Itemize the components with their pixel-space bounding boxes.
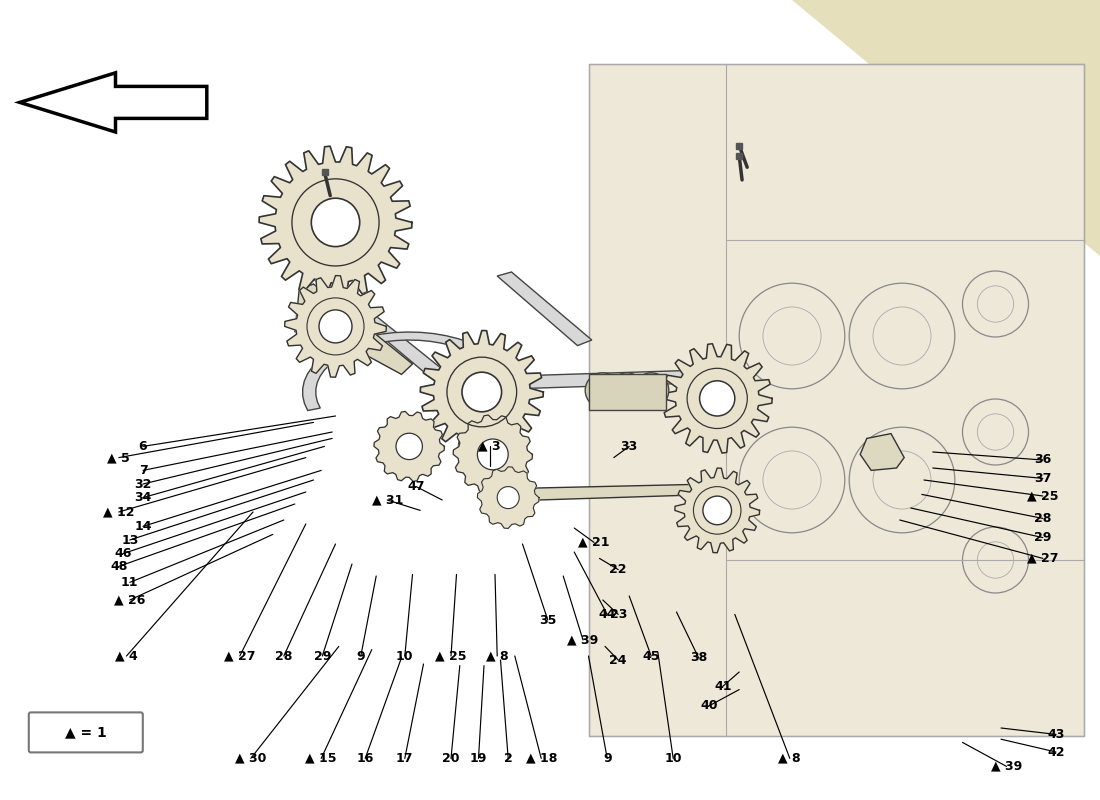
Polygon shape [860,434,904,470]
Text: 9: 9 [356,650,365,662]
Text: 42: 42 [1047,746,1065,758]
Polygon shape [526,484,713,500]
Text: 19: 19 [470,752,487,765]
Polygon shape [20,73,207,132]
Polygon shape [285,275,386,378]
Text: 11: 11 [121,576,139,589]
Text: 23: 23 [609,608,627,621]
Polygon shape [295,284,412,374]
Circle shape [462,372,502,412]
Circle shape [700,381,735,416]
Circle shape [703,496,732,525]
Text: 17: 17 [396,752,414,765]
Polygon shape [284,254,449,380]
Text: ▲ 3: ▲ 3 [478,440,500,453]
Polygon shape [497,272,592,346]
Circle shape [396,434,422,459]
Text: 28: 28 [275,650,293,662]
Text: 34: 34 [134,491,152,504]
Text: ▲ 27: ▲ 27 [1027,552,1058,565]
Text: 13: 13 [121,534,139,546]
Circle shape [497,486,519,509]
Polygon shape [374,411,444,482]
Text: ▲ 8: ▲ 8 [779,752,801,765]
Text: ▲ 8: ▲ 8 [486,650,508,662]
Text: ▲ 25: ▲ 25 [436,650,466,662]
Text: 29: 29 [1034,531,1052,544]
Text: ▲ 18: ▲ 18 [526,752,557,765]
Text: 40: 40 [701,699,718,712]
Text: 33: 33 [620,440,638,453]
Text: 41: 41 [714,680,732,693]
Polygon shape [662,344,772,453]
Circle shape [609,373,645,408]
Text: ▲ 27: ▲ 27 [224,650,255,662]
Circle shape [311,198,360,246]
Text: 37: 37 [1034,472,1052,485]
Text: 46: 46 [114,547,132,560]
Text: 7: 7 [139,464,147,477]
Polygon shape [792,0,1100,256]
Text: ▲ 5: ▲ 5 [108,451,130,464]
Polygon shape [477,467,539,528]
Text: ▲ = 1: ▲ = 1 [65,726,107,739]
Text: 38: 38 [690,651,707,664]
Polygon shape [588,64,1084,736]
Text: 32: 32 [134,478,152,490]
Text: ▲ 25: ▲ 25 [1027,490,1058,502]
Text: 24: 24 [609,654,627,666]
Text: 16: 16 [356,752,374,765]
Text: 48: 48 [110,560,128,573]
Text: 6: 6 [139,440,147,453]
Polygon shape [284,182,350,218]
Polygon shape [260,146,411,298]
FancyBboxPatch shape [29,712,143,752]
Text: ▲ 4: ▲ 4 [116,650,138,662]
Text: ▲ 12: ▲ 12 [103,506,134,518]
Polygon shape [420,330,543,454]
Text: 14: 14 [134,520,152,533]
Text: ▲ 26: ▲ 26 [114,594,145,606]
Text: 10: 10 [396,650,414,662]
Polygon shape [453,415,532,494]
Text: ▲ 21: ▲ 21 [579,536,609,549]
Text: 44: 44 [598,608,616,621]
Text: 10: 10 [664,752,682,765]
Text: ▲ 39: ▲ 39 [568,634,598,646]
Circle shape [319,310,352,343]
Text: 2: 2 [504,752,513,765]
Text: 36: 36 [1034,454,1052,466]
Text: 28: 28 [1034,512,1052,525]
Text: ▲ 31: ▲ 31 [372,494,403,506]
Text: 43: 43 [1047,728,1065,741]
Polygon shape [588,374,666,410]
Polygon shape [675,468,760,553]
Text: ▲ 15: ▲ 15 [306,752,337,765]
Circle shape [477,439,508,470]
Circle shape [634,373,669,408]
Text: 45: 45 [642,650,660,662]
Text: 9: 9 [603,752,612,765]
Text: 35: 35 [539,614,557,626]
Text: 47: 47 [407,480,425,493]
Text: 22: 22 [609,563,627,576]
Text: 20: 20 [442,752,460,765]
Text: ▲ 30: ▲ 30 [235,752,266,765]
Polygon shape [515,370,715,389]
Text: 29: 29 [314,650,331,662]
Circle shape [585,373,620,408]
Text: ▲ 39: ▲ 39 [991,760,1022,773]
Polygon shape [302,332,504,410]
